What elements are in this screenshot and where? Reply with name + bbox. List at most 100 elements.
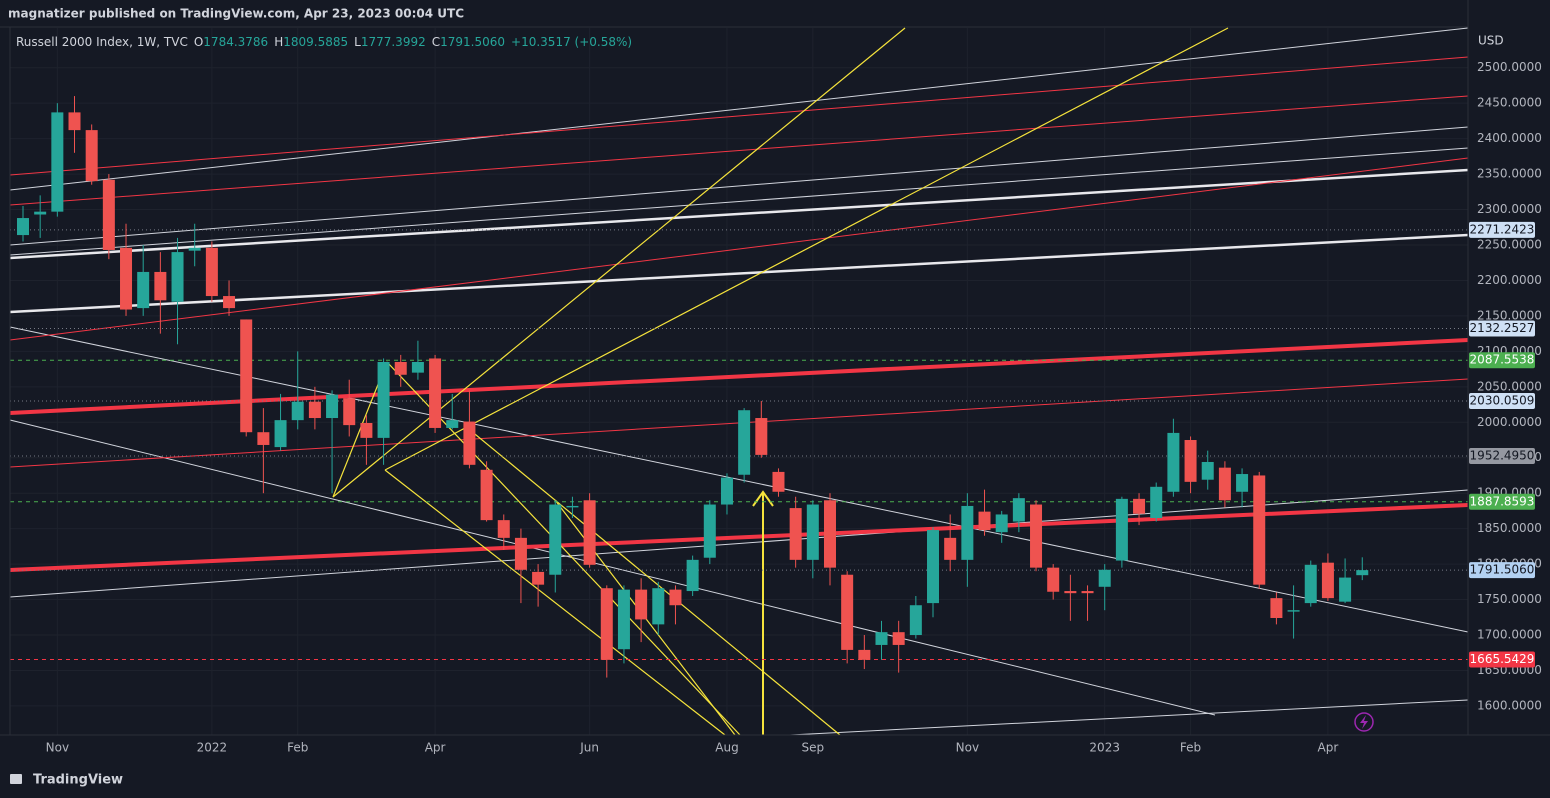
y-tick-label: 1600.0000 <box>1477 698 1542 712</box>
candle-body <box>1150 486 1163 519</box>
candle-body <box>514 537 527 570</box>
y-tick-label: 2500.0000 <box>1477 60 1542 74</box>
candle-body <box>1270 598 1283 618</box>
y-tick-label: 2300.0000 <box>1477 202 1542 216</box>
trendline <box>9 503 1469 572</box>
grid <box>10 28 1468 735</box>
candle-body <box>927 530 940 604</box>
legend-name: Russell 2000 Index, 1W, TVC <box>16 35 188 49</box>
candle-body <box>738 410 751 475</box>
candle-body <box>1012 498 1025 522</box>
candle-body <box>806 504 819 560</box>
candle-body <box>909 605 922 636</box>
candle-body <box>429 358 442 428</box>
candle-body <box>360 422 373 438</box>
price-label: 2087.5538 <box>1470 353 1535 367</box>
candle-body <box>308 401 321 419</box>
legend-field-label: L <box>354 35 361 49</box>
x-tick-label: Sep <box>802 741 825 755</box>
candle-body <box>291 401 304 421</box>
y-tick-label: 2200.0000 <box>1477 273 1542 287</box>
trendline <box>9 147 1469 256</box>
trendline <box>9 338 1469 415</box>
candle-body <box>549 504 562 575</box>
trendline <box>9 326 1469 633</box>
candle-body <box>1115 498 1128 561</box>
y-tick-label: 2250.0000 <box>1477 237 1542 251</box>
x-tick-label: Nov <box>956 741 979 755</box>
legend-field-value: 1791.5060 <box>440 35 505 49</box>
trendline <box>332 27 906 498</box>
x-tick-label: 2023 <box>1089 741 1120 755</box>
candle-body <box>635 589 648 620</box>
candle-body <box>841 574 854 650</box>
x-tick-label: Apr <box>1318 741 1339 755</box>
white-trendlines <box>9 27 1469 736</box>
trendline <box>386 361 741 736</box>
legend-field-label: H <box>274 35 283 49</box>
x-tick-label: Nov <box>46 741 69 755</box>
candle-body <box>257 432 270 445</box>
candle-body <box>1304 564 1317 604</box>
price-label-box <box>1469 562 1535 579</box>
candle-body <box>823 500 836 568</box>
candle-body <box>1236 474 1249 492</box>
trendline <box>9 489 1469 598</box>
candle-body <box>1133 498 1146 514</box>
candle-body <box>171 252 184 302</box>
legend-field-value: 1777.3992 <box>361 35 426 49</box>
price-label-box <box>1469 493 1535 510</box>
candles <box>17 96 1369 678</box>
legend-field-value: 1784.3786 <box>203 35 268 49</box>
candle-body <box>85 130 98 182</box>
trendline <box>9 95 1469 206</box>
candle-body <box>1184 440 1197 482</box>
candle-body <box>394 361 407 375</box>
candle-body <box>978 511 991 531</box>
candle-body <box>583 500 596 565</box>
price-lines <box>10 229 1468 660</box>
thick-white-trendlines <box>9 168 1469 314</box>
candle-body <box>223 296 236 309</box>
candle-body <box>566 505 579 508</box>
legend-field-label: C <box>432 35 440 49</box>
candle-body <box>875 632 888 645</box>
candle-body <box>789 508 802 560</box>
trendline <box>9 168 1469 260</box>
candle-body <box>1064 591 1077 594</box>
candle-body <box>1201 461 1214 480</box>
trendline <box>789 699 1469 736</box>
trendline <box>384 469 726 736</box>
candle-body <box>137 271 150 309</box>
candle-body <box>1030 504 1043 568</box>
price-label: 1887.8593 <box>1470 494 1535 508</box>
candle-body <box>961 505 974 560</box>
candle-body <box>34 211 47 215</box>
publisher: magnatizer published on TradingView.com,… <box>8 7 464 21</box>
candle-body <box>652 588 665 625</box>
y-tick-label: 2400.0000 <box>1477 131 1542 145</box>
candle-body <box>669 589 682 606</box>
candle-body <box>1253 475 1266 585</box>
candle-body <box>720 477 733 505</box>
candle-body <box>411 361 424 373</box>
candle-body <box>1356 570 1369 576</box>
candle-body <box>102 179 115 250</box>
candle-body <box>154 271 167 301</box>
y-tick-label: 1750.0000 <box>1477 592 1542 606</box>
candle-body <box>686 559 699 592</box>
candle-body <box>1167 432 1180 492</box>
candle-body <box>1339 577 1352 602</box>
trendline <box>9 27 1469 191</box>
y-tick-label: 2050.0000 <box>1477 379 1542 393</box>
candle-body <box>480 469 493 521</box>
y-tick-label: 2350.0000 <box>1477 167 1542 181</box>
trendline <box>9 157 1469 341</box>
currency: USD <box>1478 34 1504 48</box>
labels: 1600.00001650.00001700.00001750.00001800… <box>46 60 1542 754</box>
trendline <box>9 419 1216 716</box>
price-label-box <box>1469 320 1535 337</box>
candle-body <box>1287 610 1300 612</box>
price-label: 2271.2423 <box>1470 222 1535 236</box>
